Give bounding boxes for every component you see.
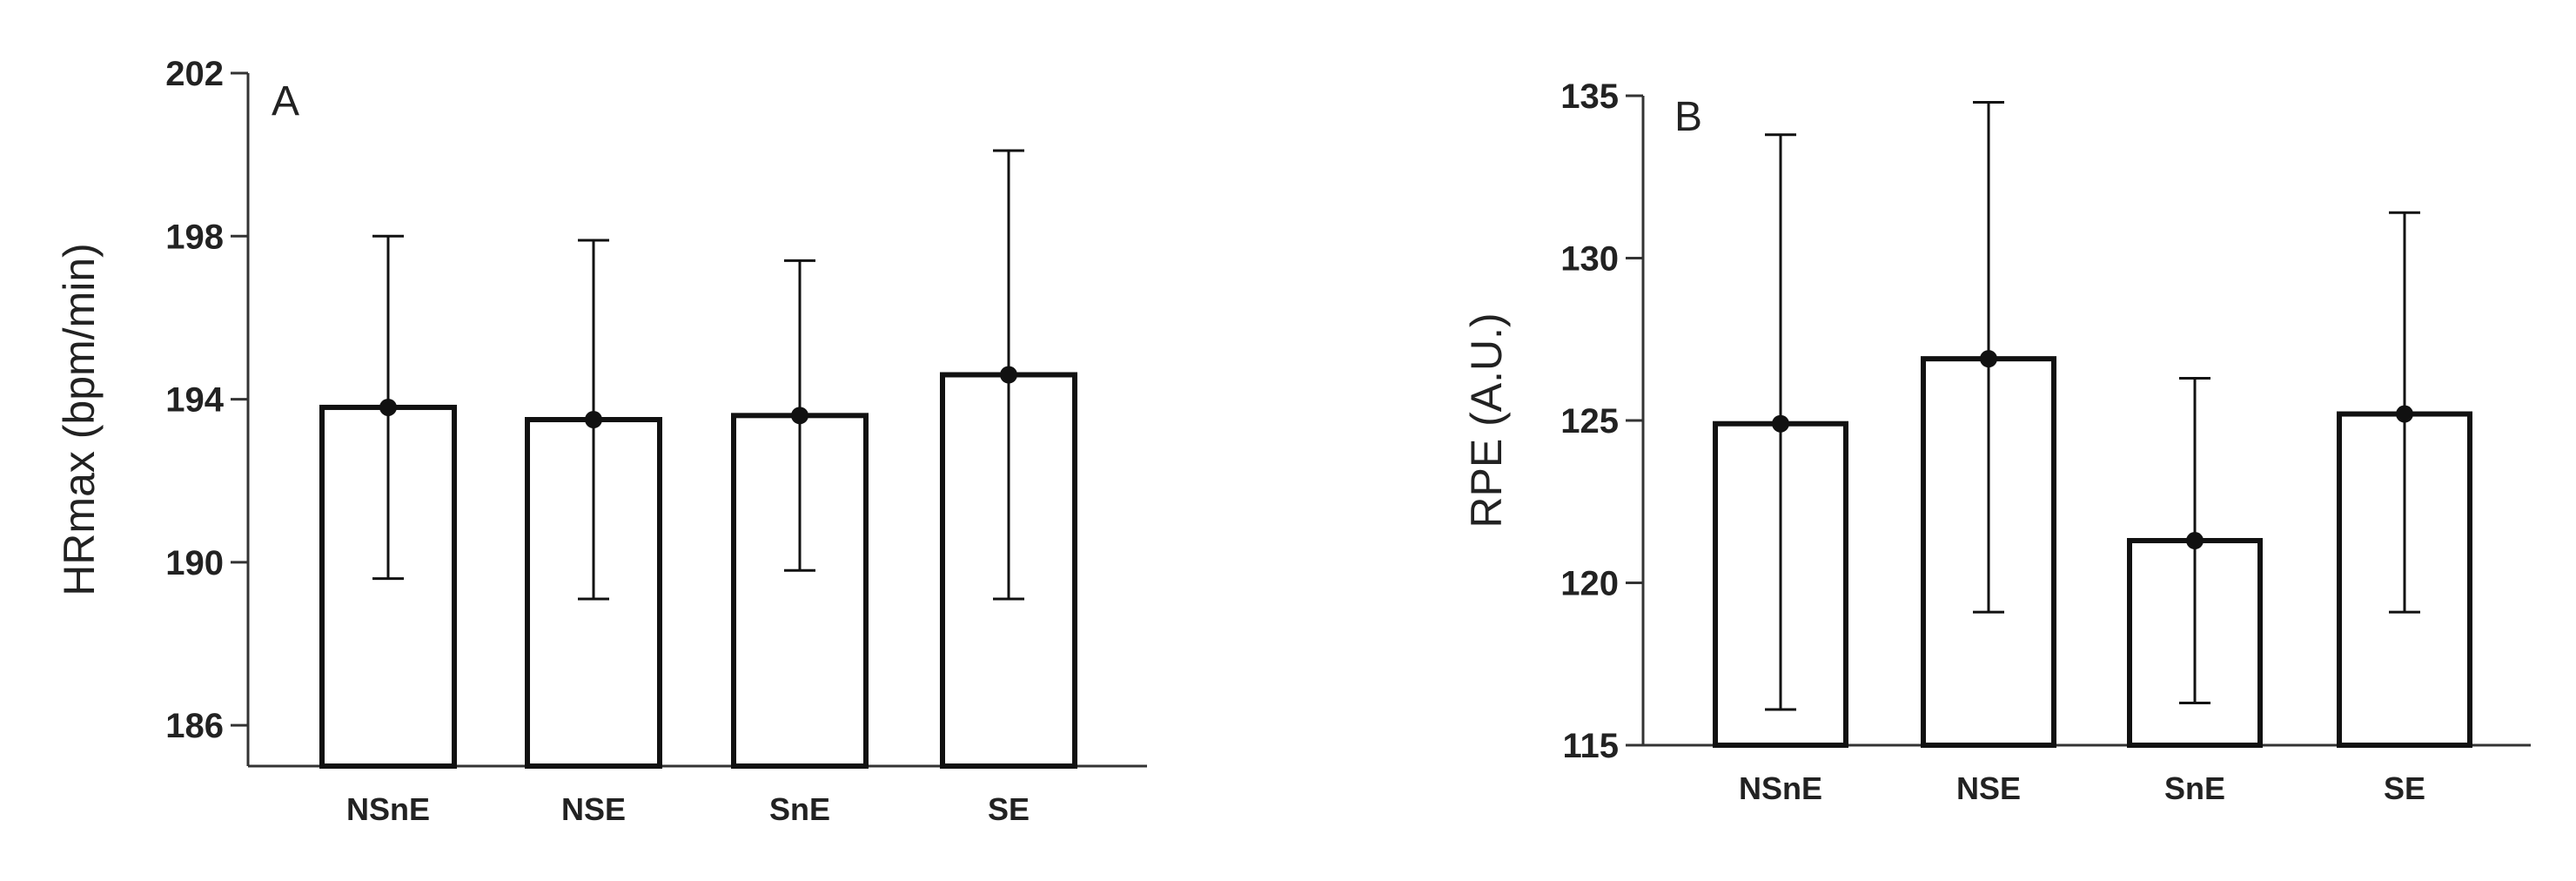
x-tick-label: NSnE [1739, 770, 1822, 806]
mean-point [791, 407, 808, 425]
y-tick-label: 186 [165, 707, 224, 745]
x-tick-label: SnE [769, 791, 830, 827]
panel-label: A [272, 78, 299, 124]
y-axis-title: HRmax (bpm/min) [55, 243, 104, 596]
y-tick-label: 202 [165, 55, 224, 93]
y-tick-label: 120 [1560, 565, 1619, 603]
x-tick-label: SnE [2164, 770, 2225, 806]
mean-point [1772, 414, 1789, 433]
y-tick-label: 198 [165, 218, 224, 256]
y-tick-label: 135 [1560, 77, 1619, 116]
x-tick-label: SE [2384, 770, 2425, 806]
y-tick-label: 194 [165, 381, 224, 420]
mean-point [1000, 366, 1017, 384]
mean-point [2396, 405, 2413, 423]
x-tick-label: NSE [1956, 770, 2021, 806]
y-axis-title: RPE (A.U.) [1462, 313, 1511, 528]
panel-a-chart: 186 190 194 198 202 HRmax (bpm/min) A NSnE NSE Sn… [55, 55, 1147, 827]
x-tick-label: NSE [561, 791, 626, 827]
mean-point [585, 411, 602, 428]
panel-b-chart: 115 120 125 130 135 RPE (A.U.) B NSnE NSE SnE SE [1462, 77, 2531, 806]
y-tick-label: 125 [1560, 402, 1619, 440]
y-tick-label: 190 [165, 544, 224, 582]
x-tick-label: NSnE [346, 791, 430, 827]
panel-label: B [1674, 94, 1702, 140]
mean-point [379, 398, 397, 416]
mean-point [2186, 532, 2204, 550]
mean-point [1980, 350, 1997, 368]
y-tick-label: 130 [1560, 240, 1619, 279]
x-tick-label: SE [988, 791, 1030, 827]
y-tick-label: 115 [1562, 727, 1619, 765]
